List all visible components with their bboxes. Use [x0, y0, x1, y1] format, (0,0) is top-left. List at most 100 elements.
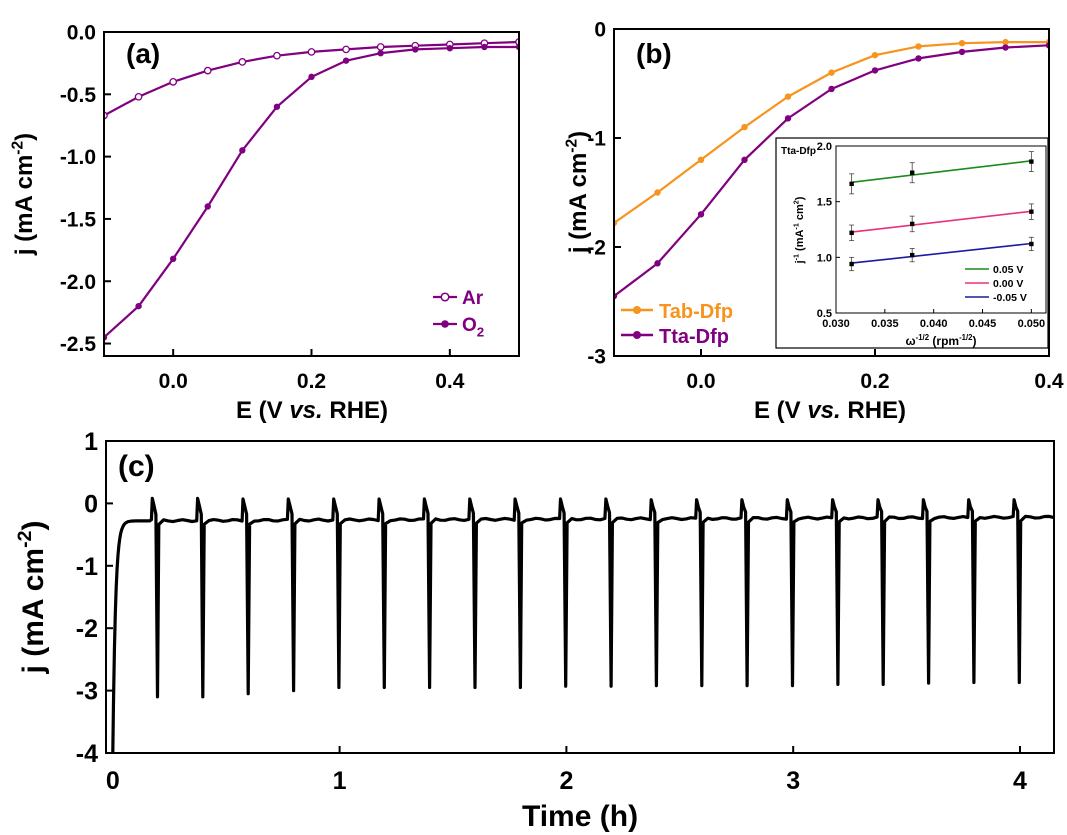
panel-a-ar-point	[376, 43, 385, 51]
panel-b-tab-dfp-point	[958, 39, 966, 47]
panel-c-frame	[105, 440, 1055, 754]
panel-b-label: (b)	[636, 38, 672, 69]
inset-y-axis-label-part: cm	[794, 204, 806, 223]
x-tick-label: 0	[106, 767, 120, 795]
inset-x-axis-label-part: )	[973, 334, 977, 348]
panel-c-chart: 0 1 2 3 410-1-2-3-4(c)Time (h)j (mA cm-2)	[14, 428, 1055, 833]
inset-point	[1029, 241, 1034, 247]
panel-a-o2-point	[377, 49, 384, 57]
inset-y-axis-label-part: -1	[793, 223, 801, 229]
panel-b-tta-dfp-point	[828, 85, 835, 93]
inset-x-axis-label-part: ω	[905, 334, 915, 348]
panel-b-tab-dfp-point	[697, 156, 705, 163]
panel-a-o2-series	[104, 43, 519, 341]
x-tick-label: 0.4	[435, 370, 465, 393]
inset-title: Tta-Dfp	[781, 146, 816, 157]
inset-point	[909, 221, 915, 227]
panel-a-o2-line	[104, 45, 519, 339]
panel-a-o2-point	[481, 43, 488, 51]
inset-point	[1029, 209, 1034, 214]
panel-c-y-axis-label-part: -2	[14, 530, 36, 547]
panel-a-ar-point	[169, 77, 178, 86]
inset-x-axis-label-part: -1/2	[959, 333, 973, 342]
legend-label: Tab-Dfp	[659, 301, 733, 323]
inset-fit-line	[851, 210, 1032, 233]
x-tick-label: 2	[559, 767, 573, 795]
inset-point	[849, 230, 854, 236]
x-tick-label: 0.0	[159, 370, 188, 393]
panel-a-o2-point	[273, 103, 281, 110]
panel-b-tab-dfp-point	[1002, 38, 1009, 46]
panel-a-y-axis-label-part: -2	[9, 141, 26, 155]
panel-a-y-axis-label: j (mA cm-2)	[9, 133, 38, 256]
panel-b-tta-dfp-series	[614, 42, 1049, 300]
x-tick-label: 0.2	[297, 370, 326, 393]
panel-a-label: (a)	[126, 38, 160, 69]
inset-point	[1029, 159, 1034, 164]
inset-point	[909, 252, 915, 258]
x-tick-label: 0.2	[860, 370, 889, 393]
x-tick-label: 0.4	[1034, 370, 1064, 393]
y-tick-label: -4	[76, 740, 98, 768]
panel-a-o2-point	[169, 255, 177, 262]
panel-c-current-trace	[111, 496, 1055, 754]
panel-a-y-axis-label-part: )	[11, 133, 38, 141]
inset-legend-label: -0.05 V	[993, 292, 1027, 304]
legend-label: O2	[462, 315, 484, 340]
inset-x-axis-label-part: -1/2	[916, 333, 930, 342]
panel-a-o2-point	[308, 73, 315, 81]
y-tick-label: -1.0	[60, 146, 96, 169]
panel-b-tab-dfp-point	[654, 189, 661, 196]
panel-b-tta-dfp-point	[784, 115, 792, 122]
panel-b-tab-dfp-point	[741, 123, 748, 131]
x-tick-label: 4	[1013, 767, 1027, 795]
inset-y-axis-label-part: -1	[793, 254, 801, 260]
panel-a-ar-point	[273, 51, 281, 60]
panel-b-y-axis-label: j (mA cm-2)	[563, 131, 592, 254]
panel-a-ar-point	[342, 45, 350, 54]
panel-a-o2-point	[412, 46, 419, 53]
y-tick-label: -1	[76, 553, 98, 581]
panel-b-tta-dfp-point	[915, 55, 922, 62]
panel-a-ar-point	[307, 48, 316, 56]
panel-a-o2-point	[204, 203, 211, 210]
y-tick-label: -0.5	[60, 84, 97, 107]
panel-b-x-axis-label: E (V vs. RHE)	[754, 397, 906, 424]
y-tick-label: -2.5	[60, 333, 97, 356]
inset-y-axis-label: j-1 (mA-1 cm2)	[793, 196, 806, 264]
panel-a-x-axis-label-part: vs.	[289, 397, 322, 424]
legend-marker	[633, 306, 641, 314]
panel-b-tab-dfp-point	[915, 43, 922, 50]
panel-a-o2-point	[239, 147, 246, 154]
panel-c-label: (c)	[118, 450, 155, 483]
inset-y-tick-label: 0.5	[817, 308, 832, 320]
panel-b-y-axis-label-part: j (mA cm	[565, 153, 592, 254]
inset-fit-line	[851, 160, 1032, 184]
panel-c-y-axis-label-part: j (mA cm	[17, 548, 50, 675]
panel-b-frame	[613, 28, 1050, 357]
panel-a-ar-point	[238, 58, 247, 66]
legend-marker	[440, 292, 450, 302]
panel-c-y-axis-label: j (mA cm-2)	[14, 521, 50, 675]
y-tick-label: -1	[587, 128, 606, 151]
y-tick-label: -2	[76, 615, 98, 643]
inset-point	[849, 261, 854, 267]
panel-b-chart: 0.0 0.2 0.4 0 -1 -2 -3 (b) E (V vs. RHE) j (mA cm…	[563, 19, 1064, 424]
inset-legend-label: 0.00 V	[993, 278, 1023, 290]
panel-b-x-axis-label-part: E (V	[754, 397, 807, 424]
inset-point	[909, 170, 915, 175]
panel-b-x-axis-label-part: vs.	[807, 397, 840, 424]
panel-b-y-axis-label-part: -2	[563, 139, 580, 153]
inset-y-tick-label: 1.0	[817, 252, 832, 264]
inset-point	[849, 181, 854, 187]
panel-b-tta-dfp-point	[958, 48, 966, 56]
y-tick-label: 1	[84, 428, 98, 456]
panel-b-x-axis-label-part: RHE)	[841, 397, 906, 424]
panel-a-o2-point	[135, 302, 142, 310]
panel-b-tta-dfp-point	[741, 156, 748, 163]
x-tick-label: 0.0	[686, 370, 715, 393]
y-tick-label: -3	[76, 678, 98, 706]
inset-fit-line	[851, 242, 1032, 264]
x-tick-label: 3	[786, 767, 800, 795]
panel-a-o2-point	[342, 57, 350, 64]
